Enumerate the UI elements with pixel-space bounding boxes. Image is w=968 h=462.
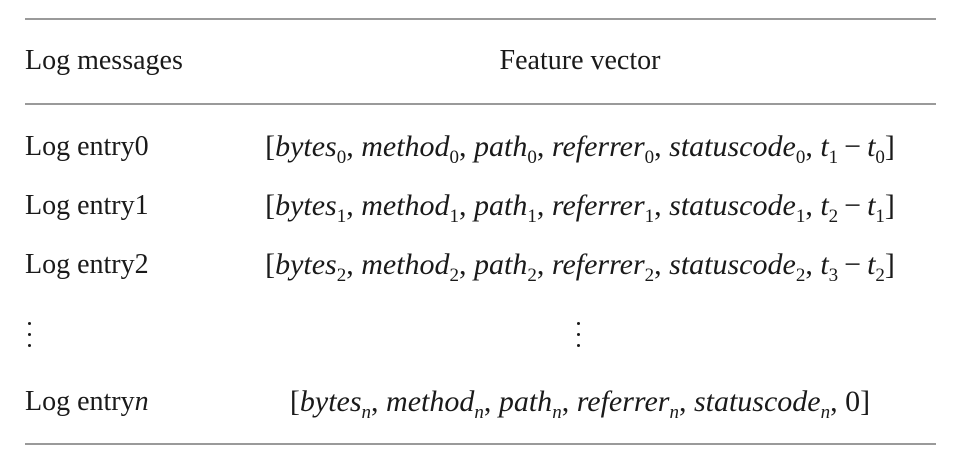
row-label-entry1: Log entry1 [25,190,149,221]
row-label-entry2: Log entry2 [25,249,149,280]
row-label-entry-n: Log entryn [25,386,149,417]
vertical-ellipsis-right [577,322,583,355]
row-label-entry0: Log entry0 [25,131,149,162]
table-top-rule [25,18,936,20]
feature-vector-entry2: [bytes2, method2, path2, referrer2, stat… [265,248,895,286]
table-bottom-rule [25,443,936,445]
vertical-ellipsis-left [28,322,34,355]
header-log-messages: Log messages [25,45,183,76]
feature-vector-entry1: [bytes1, method1, path1, referrer1, stat… [265,189,895,227]
feature-vector-entry-n: [bytesn, methodn, pathn, referrern, stat… [289,385,871,423]
header-feature-vector: Feature vector [499,45,661,76]
table-header-rule [25,103,936,105]
feature-vector-entry0: [bytes0, method0, path0, referrer0, stat… [265,130,895,168]
